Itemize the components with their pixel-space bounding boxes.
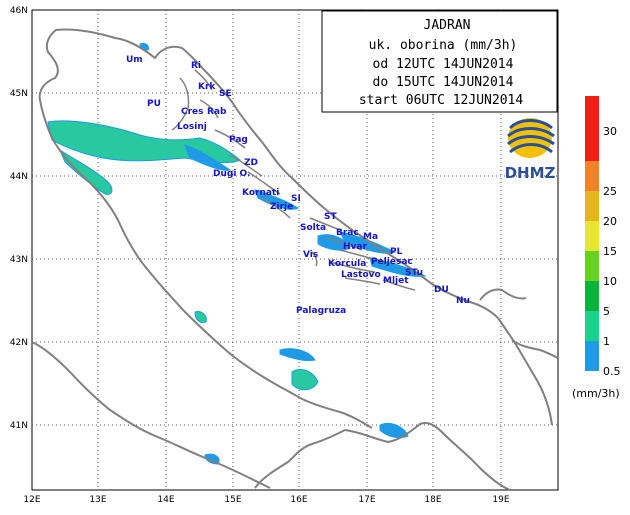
info-line-4: start 06UTC 12JUN2014 <box>359 93 524 108</box>
scale-swatch-5 <box>585 281 599 311</box>
color-scale: 0.5 1 5 10 15 20 25 30 (mm/3h) <box>572 96 621 400</box>
place-label-ma: Ma <box>363 232 378 242</box>
place-label-si: SI <box>291 194 301 204</box>
scale-swatch-20 <box>585 191 599 221</box>
scale-label: 5 <box>603 305 610 318</box>
place-label-rab: Rab <box>207 107 227 117</box>
scale-label: 0.5 <box>603 365 621 378</box>
lon-label: 15E <box>224 495 241 505</box>
lon-label: 12E <box>23 495 40 505</box>
scale-swatch-0.5 <box>585 341 599 371</box>
lon-label: 16E <box>290 495 307 505</box>
logo-text: DHMZ <box>505 164 556 182</box>
place-label-cres: Cres <box>181 107 204 117</box>
info-line-2: od 12UTC 14JUN2014 <box>373 57 514 72</box>
scale-swatch-15 <box>585 221 599 251</box>
place-label-krk: Krk <box>198 82 216 92</box>
place-label-kornati: Kornati <box>242 188 279 198</box>
place-label-palagruza: Palagruza <box>296 306 346 316</box>
place-label-korcula: Korcula <box>328 259 366 269</box>
lat-label: 45N <box>10 89 28 99</box>
scale-label: 20 <box>603 215 617 228</box>
place-label-nu: Nu <box>456 296 470 306</box>
lon-label: 19E <box>492 495 509 505</box>
place-label-brac: Brac <box>336 228 359 238</box>
place-label-du: DU <box>434 285 449 295</box>
place-label-se: SE <box>219 89 232 99</box>
place-label-pl: PL <box>390 247 403 257</box>
lat-label: 41N <box>10 421 28 431</box>
scale-label: 30 <box>603 125 617 138</box>
scale-swatch-30 <box>585 96 599 161</box>
lat-label: 43N <box>10 255 28 265</box>
place-label-mljet: Mljet <box>383 276 409 286</box>
lat-label: 44N <box>10 172 28 182</box>
scale-label: 1 <box>603 335 610 348</box>
islands <box>171 69 416 291</box>
lon-labels: 12E 13E 14E 15E 16E 17E 18E 19E <box>23 495 509 505</box>
place-label-hvar: Hvar <box>343 242 367 252</box>
scale-label: 10 <box>603 275 617 288</box>
place-label-lastovo: Lastovo <box>341 270 381 280</box>
scale-swatch-25 <box>585 161 599 191</box>
lon-label: 13E <box>89 495 106 505</box>
info-title: JADRAN <box>424 18 471 33</box>
place-label-pu: PU <box>147 99 161 109</box>
place-label-um: Um <box>126 55 143 65</box>
lon-label: 14E <box>157 495 174 505</box>
info-line-1: uk. oborina (mm/3h) <box>369 38 518 53</box>
place-label-pag: Pag <box>229 135 248 145</box>
scale-label: 15 <box>603 245 617 258</box>
precipitation-areas <box>47 43 427 465</box>
place-label-ri: Ri <box>191 61 201 71</box>
lat-labels: 46N 45N 44N 43N 42N 41N <box>10 6 28 431</box>
place-label-st: ST <box>324 212 337 222</box>
place-label-zirje: Zirje <box>270 202 293 212</box>
place-label-dugi: Dugi O. <box>213 169 250 179</box>
info-box: JADRAN uk. oborina (mm/3h) od 12UTC 14JU… <box>321 10 558 113</box>
lon-label: 17E <box>358 495 375 505</box>
place-label-solta: Solta <box>300 223 326 233</box>
scale-swatch-10 <box>585 251 599 281</box>
lon-label: 18E <box>424 495 441 505</box>
place-label-peljesac: Peljesac <box>371 257 413 267</box>
scale-label: 25 <box>603 185 617 198</box>
place-label-zd: ZD <box>244 158 258 168</box>
place-label-losinj: Losinj <box>177 122 207 132</box>
place-label-vis: Vis <box>303 250 318 260</box>
scale-swatch-1 <box>585 311 599 341</box>
place-label-stu: STu <box>405 268 423 278</box>
info-line-3: do 15UTC 14JUN2014 <box>373 75 514 90</box>
lat-label: 46N <box>10 6 28 16</box>
coastline <box>31 28 559 491</box>
dhmz-logo: DHMZ <box>505 118 556 182</box>
place-labels: Um Ri Krk SE PU Cres Rab Losinj Pag ZD D… <box>126 55 470 316</box>
lat-label: 42N <box>10 338 28 348</box>
scale-unit: (mm/3h) <box>572 387 620 400</box>
